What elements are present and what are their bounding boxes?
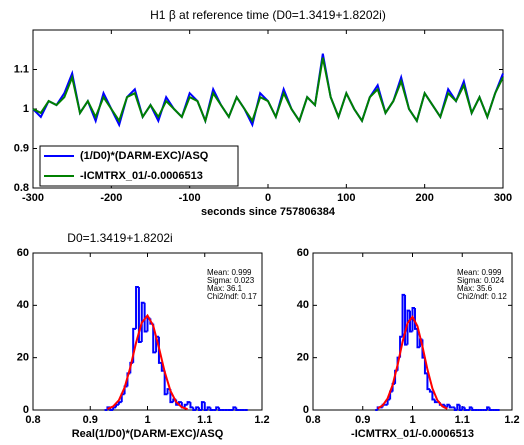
y-tick-label: 40 [17,299,29,311]
y-tick-label: 0.8 [14,182,29,194]
legend-label: (1/D0)*(DARM-EXC)/ASQ [80,150,209,162]
stat-annotation: Chi2/ndf: 0.12 [457,292,507,301]
x-tick-label: 200 [415,192,433,204]
histogram-bin [433,399,438,404]
histogram-bin [215,406,220,410]
y-tick-label: 0.9 [14,142,29,154]
stat-annotation: Max: 35.6 [457,284,493,293]
histogram-bin [235,407,240,411]
histogram-bin [218,407,222,411]
x-axis-label: Real(1/D0)*(DARM-EXC)/ASQ [72,428,224,440]
legend-box [39,145,239,187]
histogram-bin [189,402,194,409]
histogram-bin [488,407,493,411]
x-axis-label: -ICMTRX_01/-0.0006513 [351,428,474,440]
y-tick-label: 1.1 [14,63,29,75]
stat-annotation: Mean: 0.999 [207,268,252,277]
histogram-bin [209,407,214,411]
x-axis-label: seconds since 757806384 [201,206,336,218]
x-tick-label: 100 [337,192,355,204]
y-tick-label: 0 [23,404,29,416]
histogram-bin [468,406,473,410]
chart-title: H1 β at reference time (D0=1.3419+1.8202… [150,8,386,22]
histogram-bin [137,287,142,343]
histogram-bin [461,406,465,410]
x-tick-label: 0.8 [305,414,320,426]
x-tick-label: 0.9 [83,414,98,426]
x-tick-label: 1.1 [197,414,212,426]
x-tick-label: 0.9 [355,414,370,426]
series-line [32,57,504,124]
histogram-bin [463,407,468,411]
x-tick-label: 300 [494,192,512,204]
x-tick-label: 0.8 [25,414,40,426]
x-tick-label: 1.2 [254,414,269,426]
y-tick-label: 20 [297,352,309,364]
x-tick-label: 1 [409,414,415,426]
x-tick-label: -100 [179,192,201,204]
y-tick-label: 1 [23,103,29,115]
histogram-bin [448,404,453,409]
y-tick-label: 60 [297,247,309,259]
histogram-bin [486,406,490,410]
stat-annotation: Mean: 0.999 [457,268,502,277]
stat-annotation: Chi2/ndf: 0.17 [207,292,257,301]
histogram-bin [431,391,435,401]
chart-title: D0=1.3419+1.8202i [67,231,172,245]
x-tick-label: 1.2 [504,414,519,426]
histogram-bin [206,406,211,410]
histogram-bin [471,407,475,411]
histogram-bin [428,389,433,393]
histogram-bin [183,403,188,408]
x-tick-label: 1 [144,414,150,426]
histogram-bin [195,406,200,410]
x-tick-label: 1.1 [455,414,470,426]
stat-annotation: Sigma: 0.024 [457,276,505,285]
y-tick-label: 20 [17,352,29,364]
y-tick-label: 40 [297,299,309,311]
x-tick-label: -200 [100,192,122,204]
fit-curve [377,315,448,410]
y-tick-label: 0 [303,404,309,416]
y-tick-label: 60 [17,247,29,259]
x-tick-label: 0 [265,192,271,204]
legend: (1/D0)*(DARM-EXC)/ASQ -ICMTRX_01/-0.00065… [39,145,239,187]
stat-annotation: Sigma: 0.023 [207,276,255,285]
x-tick-label: -300 [22,192,44,204]
legend-label: -ICMTRX_01/-0.0006513 [80,170,203,182]
stat-annotation: Max: 36.1 [207,284,243,293]
histogram-bin [232,406,237,410]
fit-curve [107,313,188,411]
histogram-bin [413,307,418,330]
